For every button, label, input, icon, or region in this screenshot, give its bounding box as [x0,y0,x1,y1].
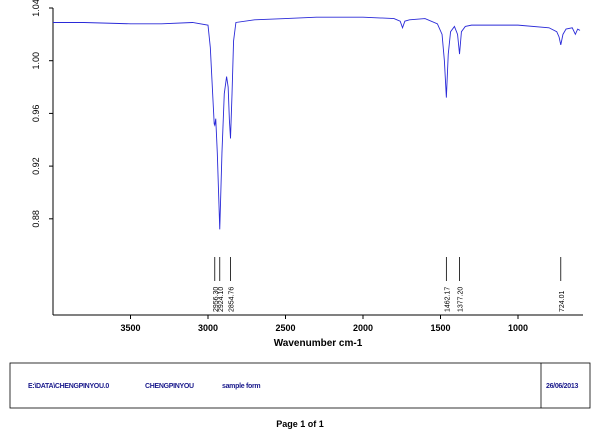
x-tick-label: 1500 [430,323,450,333]
peak-label: 2956.30 [213,287,220,312]
y-tick-label: 1.00 [31,52,41,70]
x-tick-label: 2000 [353,323,373,333]
x-tick-label: 3000 [198,323,218,333]
footer-file: E:\DATA\CHENGPINYOU.0 [28,383,109,390]
x-tick-label: 3500 [120,323,140,333]
spectrum-line [53,16,581,230]
y-tick-label: 0.92 [31,157,41,175]
x-axis-label: Wavenumber cm-1 [274,338,363,349]
peak-label: 2924.10 [218,287,225,312]
peak-label: 724.01 [559,290,566,312]
footer-date: 26/06/2013 [546,383,578,390]
page-number: Page 1 of 1 [276,419,324,429]
y-tick-label: 0.88 [31,210,41,228]
footer-box [9,362,591,409]
peak-label: 1462.17 [444,287,451,312]
y-tick-label: 1.04 [31,0,41,17]
peak-label: 1377.20 [458,287,465,312]
x-tick-label: 2500 [275,323,295,333]
footer-sample: CHENGPINYOU [145,383,194,390]
x-tick-label: 1000 [508,323,528,333]
peak-label: 2854.76 [229,287,236,312]
y-tick-label: 0.96 [31,105,41,123]
footer-note: sample form [222,383,260,390]
